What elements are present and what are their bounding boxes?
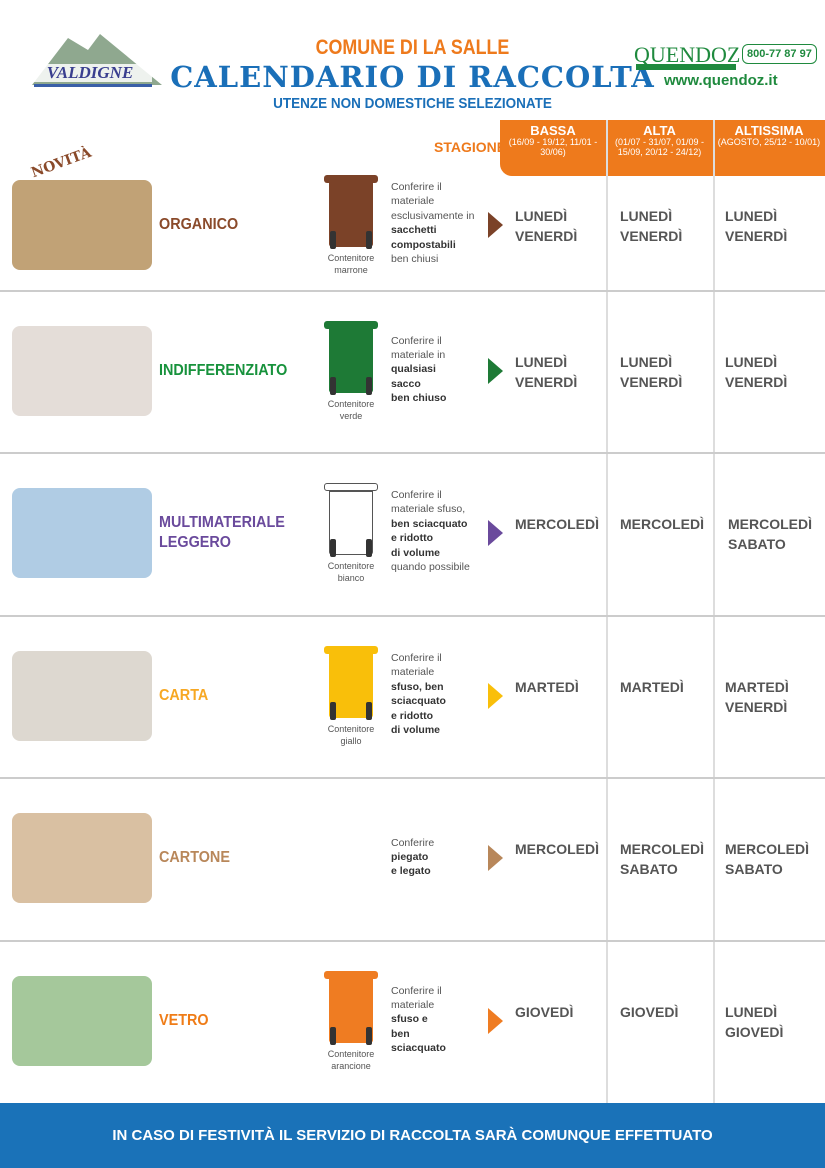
collection-days-alta: MERCOLEDÌ: [620, 516, 704, 532]
bin-icon: [324, 321, 378, 395]
bin-label: Contenitore giallo: [327, 724, 375, 746]
season-bassa: BASSA (16/09 - 19/12, 11/01 - 30/06): [508, 123, 598, 157]
arrow-icon: [488, 212, 503, 238]
toll-free-number: 800-77 87 97: [742, 44, 817, 64]
instructions: Conferire il materiale sfuso, ben sciacquat…: [391, 652, 446, 737]
collection-days-bassa: LUNEDÌ VENERDÌ: [515, 354, 578, 390]
arrow-icon: [488, 683, 503, 709]
instructions: Conferire il materiale sfuso, ben sciacqua…: [391, 489, 470, 574]
season-altissima: ALTISSIMA (AGOSTO, 25/12 - 10/01): [717, 123, 821, 147]
divider: [713, 120, 715, 1103]
collection-days-bassa: LUNEDÌ VENERDÌ: [515, 208, 578, 244]
row-divider: [0, 290, 825, 292]
arrow-icon: [488, 520, 503, 546]
collection-days-altissima: LUNEDÌ GIOVEDÌ: [725, 1004, 784, 1040]
waste-type-label: INDIFFERENZIATO: [159, 362, 288, 379]
row-divider: [0, 940, 825, 942]
bin-label: Contenitore arancione: [327, 1049, 375, 1071]
collection-days-alta: LUNEDÌ VENERDÌ: [620, 208, 683, 244]
waste-image: [12, 813, 152, 903]
instructions: Conferire piegato e legato: [391, 836, 435, 878]
waste-type-label: MULTIMATERIALE LEGGERO: [159, 514, 285, 551]
waste-image: [12, 651, 152, 741]
collection-days-bassa: MERCOLEDÌ: [515, 841, 599, 857]
collection-days-bassa: MERCOLEDÌ: [515, 516, 599, 532]
bin-icon: [324, 175, 378, 249]
waste-image: [12, 976, 152, 1066]
instructions: Conferire il materiale in qualsiasi sacco be…: [391, 334, 447, 405]
collection-days-alta: LUNEDÌ VENERDÌ: [620, 354, 683, 390]
waste-row-carta: CARTA Contenitore giallo Conferire il mater…: [0, 615, 825, 777]
instructions: Conferire il materiale esclusivamente in sa…: [391, 181, 475, 266]
season-alta: ALTA (01/07 - 31/07, 01/09 - 15/09, 20/12…: [614, 123, 705, 157]
waste-row-vetro: VETRO Contenitore arancione Conferire il ma…: [0, 940, 825, 1102]
collection-days-altissima: LUNEDÌ VENERDÌ: [725, 208, 788, 244]
collection-days-altissima: MERCOLEDÌ SABATO: [728, 516, 812, 552]
waste-type-label: CARTONE: [159, 849, 230, 866]
divider: [606, 120, 608, 1103]
row-divider: [0, 452, 825, 454]
bin-icon: [324, 971, 378, 1045]
instructions: Conferire il materiale sfuso e ben sciacquat…: [391, 984, 446, 1055]
row-divider: [0, 615, 825, 617]
waste-type-label: CARTA: [159, 687, 209, 704]
waste-type-label: ORGANICO: [159, 216, 239, 233]
bin-icon: [324, 646, 378, 720]
bin-label: Contenitore verde: [327, 399, 375, 421]
row-divider: [0, 777, 825, 779]
page-title: CALENDARIO DI RACCOLTA: [170, 60, 655, 94]
collection-days-alta: MARTEDÌ: [620, 679, 684, 695]
waste-image: [12, 326, 152, 416]
collection-days-alta: GIOVEDÌ: [620, 1004, 679, 1020]
waste-row-indifferenziato: INDIFFERENZIATO Contenitore verde Conferir…: [0, 290, 825, 452]
bin-label: Contenitore bianco: [327, 561, 375, 583]
collection-days-alta: MERCOLEDÌ SABATO: [620, 841, 704, 877]
waste-type-label: VETRO: [159, 1012, 209, 1029]
collection-days-bassa: MARTEDÌ: [515, 679, 579, 695]
season-header-bar: [500, 120, 825, 176]
waste-row-cartone: CARTONE Conferire piegato e legato MERCOLEDÌ…: [0, 777, 825, 939]
footer-notice: IN CASO DI FESTIVITÀ IL SERVIZIO DI RACC…: [0, 1103, 825, 1168]
bin-icon: [324, 483, 378, 557]
arrow-icon: [488, 1008, 503, 1034]
valdigne-logo: VALDIGNE: [32, 34, 162, 87]
quendoz-logo-bar: [636, 64, 736, 70]
municipality-name: COMUNE DI LA SALLE: [315, 36, 510, 59]
collection-days-altissima: MARTEDÌ VENERDÌ: [725, 679, 789, 715]
page-subtitle: UTENZE NON DOMESTICHE SELEZIONATE: [273, 95, 552, 112]
website[interactable]: www.quendoz.it: [664, 72, 778, 89]
waste-image: [12, 180, 152, 270]
waste-image: [12, 488, 152, 578]
bin-label: Contenitore marrone: [327, 253, 375, 275]
collection-days-altissima: LUNEDÌ VENERDÌ: [725, 354, 788, 390]
arrow-icon: [488, 845, 503, 871]
waste-row-organico: ORGANICO Contenitore marrone Conferire il m…: [0, 128, 825, 290]
quendoz-logo: QUENDOZ: [634, 42, 741, 67]
collection-days-altissima: MERCOLEDÌ SABATO: [725, 841, 809, 877]
waste-row-multimateriale-leggero: MULTIMATERIALE LEGGERO Contenitore bianco…: [0, 452, 825, 614]
collection-days-bassa: GIOVEDÌ: [515, 1004, 574, 1020]
arrow-icon: [488, 358, 503, 384]
season-label: STAGIONE: [434, 139, 507, 155]
svg-text:VALDIGNE: VALDIGNE: [47, 63, 134, 82]
